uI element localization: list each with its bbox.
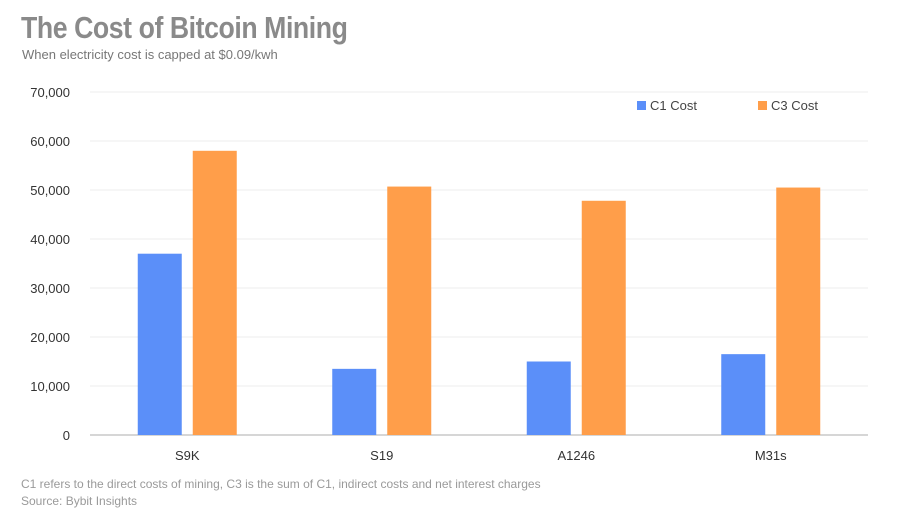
bar-c1-cost (721, 354, 766, 435)
chart-subtitle: When electricity cost is capped at $0.09… (22, 47, 278, 62)
bar-chart: 0 10,000 20,000 30,000 40,000 50,000 60,000 70,… (30, 85, 868, 463)
y-tick-label: 70,000 (30, 85, 70, 100)
legend-label-c1: C1 Cost (650, 98, 697, 113)
x-tick-label: A1246 (557, 448, 595, 463)
x-tick-label: M31s (755, 448, 787, 463)
bar-c1-cost (332, 368, 377, 435)
x-tick-label: S9K (175, 448, 200, 463)
x-tick-label: S19 (370, 448, 393, 463)
y-tick-label: 30,000 (30, 281, 70, 296)
y-tick-label: 10,000 (30, 379, 70, 394)
legend-swatch-c3 (758, 101, 767, 110)
y-tick-label: 40,000 (30, 232, 70, 247)
chart-source: Source: Bybit Insights (21, 494, 138, 508)
legend-swatch-c1 (637, 101, 646, 110)
bar-c3-cost (192, 150, 237, 436)
y-tick-label: 0 (63, 428, 70, 443)
legend-label-c3: C3 Cost (771, 98, 818, 113)
bar-c3-cost (776, 187, 821, 435)
y-tick-label: 60,000 (30, 134, 70, 149)
chart-title: The Cost of Bitcoin Mining (21, 10, 348, 45)
bar-c3-cost (581, 200, 626, 435)
bar-c1-cost (526, 361, 571, 435)
y-tick-label: 20,000 (30, 330, 70, 345)
bar-c3-cost (387, 186, 432, 435)
chart-footnote: C1 refers to the direct costs of mining,… (21, 477, 541, 491)
y-tick-label: 50,000 (30, 183, 70, 198)
bar-c1-cost (137, 253, 182, 435)
